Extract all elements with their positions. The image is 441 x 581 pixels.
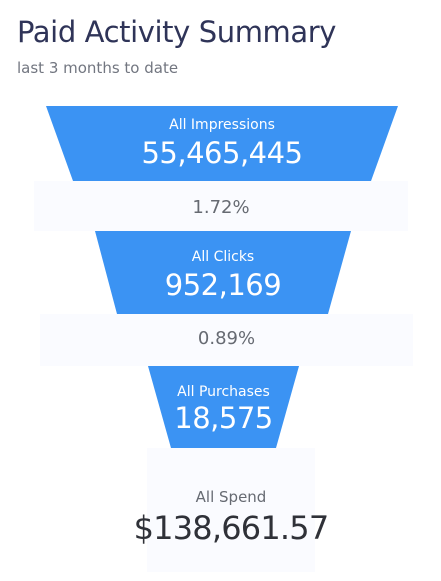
clicks-value: 952,169 <box>164 268 282 302</box>
spend-label: All Spend <box>195 488 267 506</box>
purchases-funnel-stage <box>148 366 299 448</box>
conversion-band-impressions-to-clicks <box>34 181 408 231</box>
spend-value: $138,661.57 <box>133 509 330 547</box>
click-through-rate: 1.72% <box>192 197 250 218</box>
page-title: Paid Activity Summary <box>17 15 337 49</box>
purchases-value: 18,575 <box>174 401 273 435</box>
clicks-funnel-stage <box>95 231 351 314</box>
impressions-funnel-stage <box>46 106 398 181</box>
clicks-label: All Clicks <box>191 249 255 265</box>
conversion-band-clicks-to-purchases <box>40 314 413 366</box>
spend-summary-card <box>147 448 315 572</box>
impressions-value: 55,465,445 <box>141 136 303 170</box>
purchases-label: All Purchases <box>177 384 270 400</box>
purchase-conversion-rate: 0.89% <box>197 328 256 349</box>
impressions-label: All Impressions <box>169 117 275 133</box>
page-subtitle: last 3 months to date <box>17 59 179 77</box>
